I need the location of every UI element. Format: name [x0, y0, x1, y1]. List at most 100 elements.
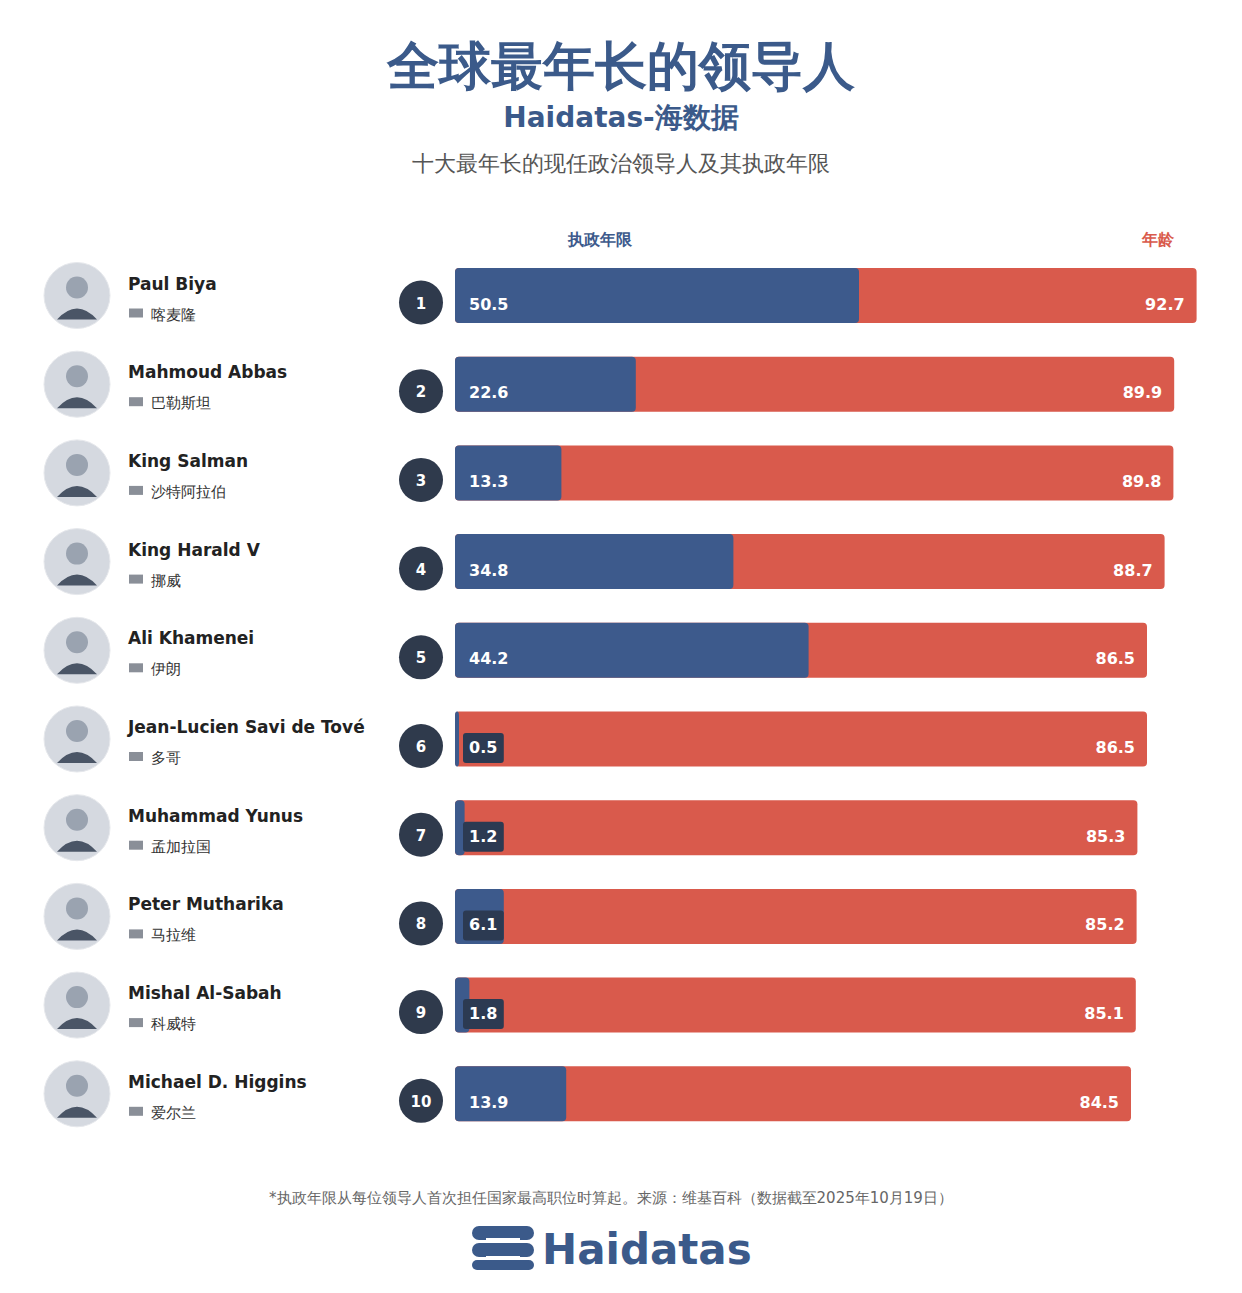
country: 沙特阿拉伯	[151, 483, 226, 501]
avatar	[44, 529, 110, 595]
avatar-head	[66, 365, 88, 387]
avatar-head	[66, 631, 88, 653]
leader-name: Jean-Lucien Savi de Tové	[127, 717, 365, 737]
avatar-body	[57, 309, 97, 320]
avatar-head	[66, 277, 88, 299]
tenure-bar	[455, 268, 859, 323]
tenure-bar	[455, 712, 459, 767]
label-patch	[463, 999, 504, 1029]
avatar-circle	[44, 529, 110, 595]
rank-badge	[399, 458, 443, 502]
age-bar	[455, 889, 1137, 944]
flag	[129, 486, 143, 495]
avatar	[44, 1061, 110, 1127]
brand: Haidatas	[542, 1225, 752, 1274]
rank: 10	[411, 1093, 432, 1111]
flag	[129, 309, 143, 318]
avatar-head	[66, 543, 88, 565]
avatar	[44, 617, 110, 683]
flag	[129, 663, 143, 672]
flag	[129, 397, 143, 406]
rank-badge	[399, 1079, 443, 1123]
leader-name: Ali Khamenei	[128, 628, 254, 648]
footnote: *执政年限从每位领导人首次担任国家最高职位时算起。来源：维基百科（数据截至202…	[269, 1189, 953, 1207]
rank-badge	[399, 635, 443, 679]
logo-shape	[472, 1243, 534, 1257]
tenure-bar	[455, 357, 636, 412]
avatar	[44, 263, 110, 329]
flag	[129, 1018, 143, 1027]
avatar-circle	[44, 883, 110, 949]
avatar-circle	[44, 972, 110, 1038]
chart: 全球最年长的领导人 Haidatas-海数据十大最年长的现任政治领导人及其执政年限…	[0, 0, 1242, 1293]
age-bar	[455, 357, 1174, 412]
avatar	[44, 351, 110, 417]
rank-badge	[399, 724, 443, 768]
rank: 1	[416, 295, 426, 313]
avatar-circle	[44, 1061, 110, 1127]
avatar-body	[57, 575, 97, 586]
country: 马拉维	[151, 926, 196, 944]
avatar-circle	[44, 440, 110, 506]
avatar	[44, 883, 110, 949]
country: 巴勒斯坦	[151, 394, 211, 412]
logo: Haidatas	[472, 1225, 752, 1274]
avatar-circle	[44, 263, 110, 329]
data-label: 86.5	[1096, 649, 1135, 668]
data-label: 85.1	[1084, 1004, 1123, 1023]
title: 全球最年长的领导人	[386, 36, 855, 96]
country: 多哥	[151, 749, 181, 767]
avatar-head	[66, 986, 88, 1008]
rank-badge	[399, 281, 443, 325]
avatar-head	[66, 1075, 88, 1097]
tenure-bar	[455, 889, 504, 944]
rank: 4	[416, 561, 426, 579]
data-label: 44.2	[469, 649, 508, 668]
avatar-body	[57, 486, 97, 497]
rank: 2	[416, 383, 426, 401]
data-label: 85.3	[1086, 827, 1125, 846]
flag	[129, 841, 143, 850]
age-bar	[455, 712, 1147, 767]
avatar-head	[66, 720, 88, 742]
rank: 6	[416, 738, 426, 756]
data-label: 85.2	[1085, 915, 1124, 934]
avatar-circle	[44, 617, 110, 683]
country: 孟加拉国	[151, 838, 211, 856]
age-bar	[455, 978, 1136, 1033]
data-label: 34.8	[469, 561, 508, 580]
flag	[129, 752, 143, 761]
rank-badge	[399, 901, 443, 945]
rank-badge	[399, 990, 443, 1034]
data-label: 1.8	[469, 1004, 497, 1023]
data-label: 22.6	[469, 383, 508, 402]
avatar	[44, 440, 110, 506]
leader-name: Michael D. Higgins	[128, 1072, 307, 1092]
label-patch	[463, 822, 504, 852]
age-bar	[455, 534, 1165, 589]
avatar-head	[66, 809, 88, 831]
bars	[455, 268, 1197, 1121]
data-label: 0.5	[469, 738, 497, 757]
leader-name: Paul Biya	[128, 274, 217, 294]
logo-shape	[472, 1260, 534, 1270]
data-label: 13.9	[469, 1093, 508, 1112]
tenure-bar	[455, 445, 561, 500]
data-label: 89.9	[1123, 383, 1162, 402]
description: 十大最年长的现任政治领导人及其执政年限	[412, 151, 830, 176]
leader-name: King Salman	[128, 451, 248, 471]
age-bar	[455, 800, 1137, 855]
leader-name: King Harald V	[128, 540, 261, 560]
flag	[129, 929, 143, 938]
subtitle: Haidatas-海数据	[503, 101, 738, 134]
flag	[129, 575, 143, 584]
rank-badge	[399, 369, 443, 413]
age-bar	[455, 623, 1147, 678]
logo-cut	[486, 1256, 520, 1260]
leader-name: Mishal Al-Sabah	[128, 983, 282, 1003]
data-label: 84.5	[1080, 1093, 1119, 1112]
avatar-circle	[44, 351, 110, 417]
avatar-body	[57, 663, 97, 674]
rank: 5	[416, 649, 426, 667]
data-label: 89.8	[1122, 472, 1161, 491]
